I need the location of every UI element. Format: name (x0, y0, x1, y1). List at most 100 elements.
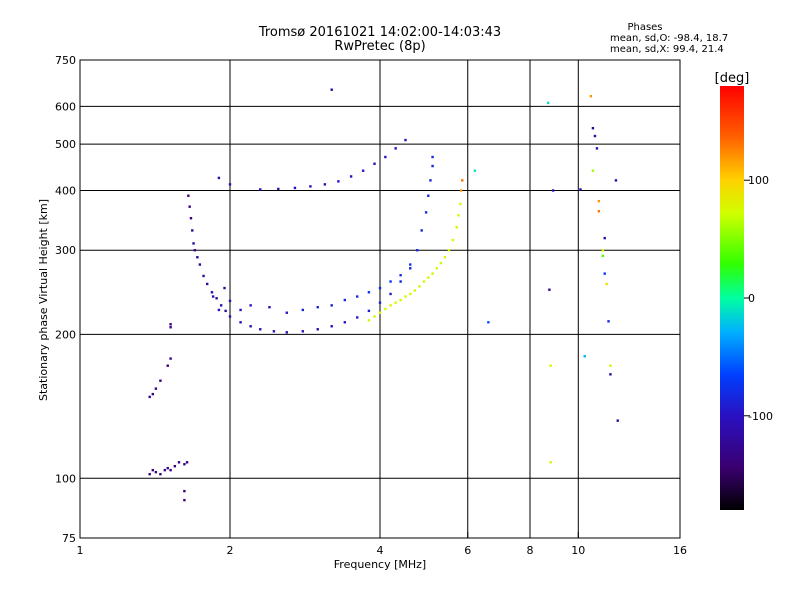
data-point (384, 307, 387, 311)
data-point (373, 315, 376, 318)
data-point (367, 319, 371, 322)
chart-title: Tromsø 20161021 14:02:00-14:03:43 (258, 25, 502, 40)
data-point (301, 330, 305, 333)
data-point (435, 267, 438, 270)
data-point (422, 280, 426, 283)
data-point (367, 291, 371, 294)
x-tick-label: 2 (227, 544, 234, 557)
data-point (431, 155, 434, 159)
data-point (159, 472, 162, 476)
data-point (431, 164, 434, 168)
data-point (268, 305, 271, 309)
x-tick-label: 10 (571, 544, 585, 557)
data-point (330, 325, 333, 328)
data-point (413, 289, 417, 292)
data-point (228, 299, 232, 303)
data-point (217, 308, 221, 312)
data-point (148, 472, 151, 476)
data-point (301, 308, 305, 312)
data-point (343, 298, 347, 302)
data-point (593, 134, 597, 138)
data-point (198, 263, 202, 266)
data-point (424, 211, 428, 214)
data-point (228, 315, 232, 318)
data-point (189, 217, 193, 220)
data-point (215, 297, 218, 300)
data-point (389, 280, 392, 283)
data-point (163, 468, 167, 472)
data-point (191, 229, 194, 232)
data-point (154, 470, 158, 474)
data-point (473, 169, 477, 172)
data-point (551, 189, 555, 192)
data-point (316, 305, 319, 309)
data-point (431, 272, 434, 275)
data-point (404, 138, 407, 142)
data-point (461, 179, 464, 182)
data-point (597, 210, 601, 213)
chart-subtitle: RwPretec (8p) (334, 39, 426, 54)
data-point (206, 282, 209, 286)
data-point (169, 326, 172, 329)
colorbar-tick-label: -100 (748, 410, 773, 423)
data-point (151, 468, 155, 472)
data-points (148, 88, 619, 502)
data-point (378, 311, 382, 314)
data-point (427, 276, 430, 279)
data-point (605, 282, 608, 286)
axes: 1 2 4 6 8 10 16 75 100 200 300 400 500 600 750 (55, 54, 687, 557)
data-point (228, 183, 232, 186)
data-point (224, 309, 227, 313)
data-point (409, 292, 412, 296)
data-point (193, 249, 197, 252)
data-point (389, 304, 392, 307)
data-point (356, 295, 359, 298)
data-point (183, 498, 186, 502)
data-point (272, 330, 276, 333)
data-point (373, 162, 376, 165)
data-point (607, 320, 610, 323)
colorbar-ticks: 100 0 -100 (744, 174, 773, 423)
data-point (211, 295, 215, 298)
data-point (420, 229, 423, 232)
data-point (277, 187, 280, 191)
data-point (177, 461, 181, 464)
data-point (361, 169, 365, 172)
data-point (616, 419, 619, 422)
data-point (591, 127, 595, 130)
data-point (389, 292, 392, 296)
data-point (173, 464, 177, 468)
data-point (293, 186, 297, 190)
x-tick-label: 4 (377, 544, 384, 557)
data-point (609, 373, 612, 376)
data-point (166, 364, 169, 367)
data-point (169, 323, 172, 326)
y-tick-label: 75 (62, 532, 76, 545)
data-point (457, 214, 460, 217)
data-point (148, 395, 151, 399)
data-point (487, 321, 490, 324)
data-point (249, 304, 252, 307)
data-point (259, 328, 262, 331)
data-point (259, 188, 262, 191)
data-point (309, 185, 312, 188)
data-point (356, 316, 359, 319)
y-tick-label: 100 (55, 472, 76, 485)
data-point (429, 179, 432, 182)
grid (79, 59, 681, 539)
data-point (591, 169, 595, 172)
data-point (239, 321, 242, 324)
data-point (601, 249, 605, 252)
data-point (459, 189, 463, 192)
data-point (378, 286, 382, 290)
data-point (399, 273, 402, 277)
data-point (223, 286, 226, 290)
colorbar-tick-label: 100 (748, 174, 769, 187)
data-point (546, 101, 550, 105)
phase-stats-o-mode: mean, sd,O: -98.4, 18.7 (610, 33, 729, 44)
data-point (589, 94, 593, 98)
data-point (451, 238, 455, 242)
data-point (330, 88, 333, 91)
y-tick-label: 400 (55, 184, 76, 197)
